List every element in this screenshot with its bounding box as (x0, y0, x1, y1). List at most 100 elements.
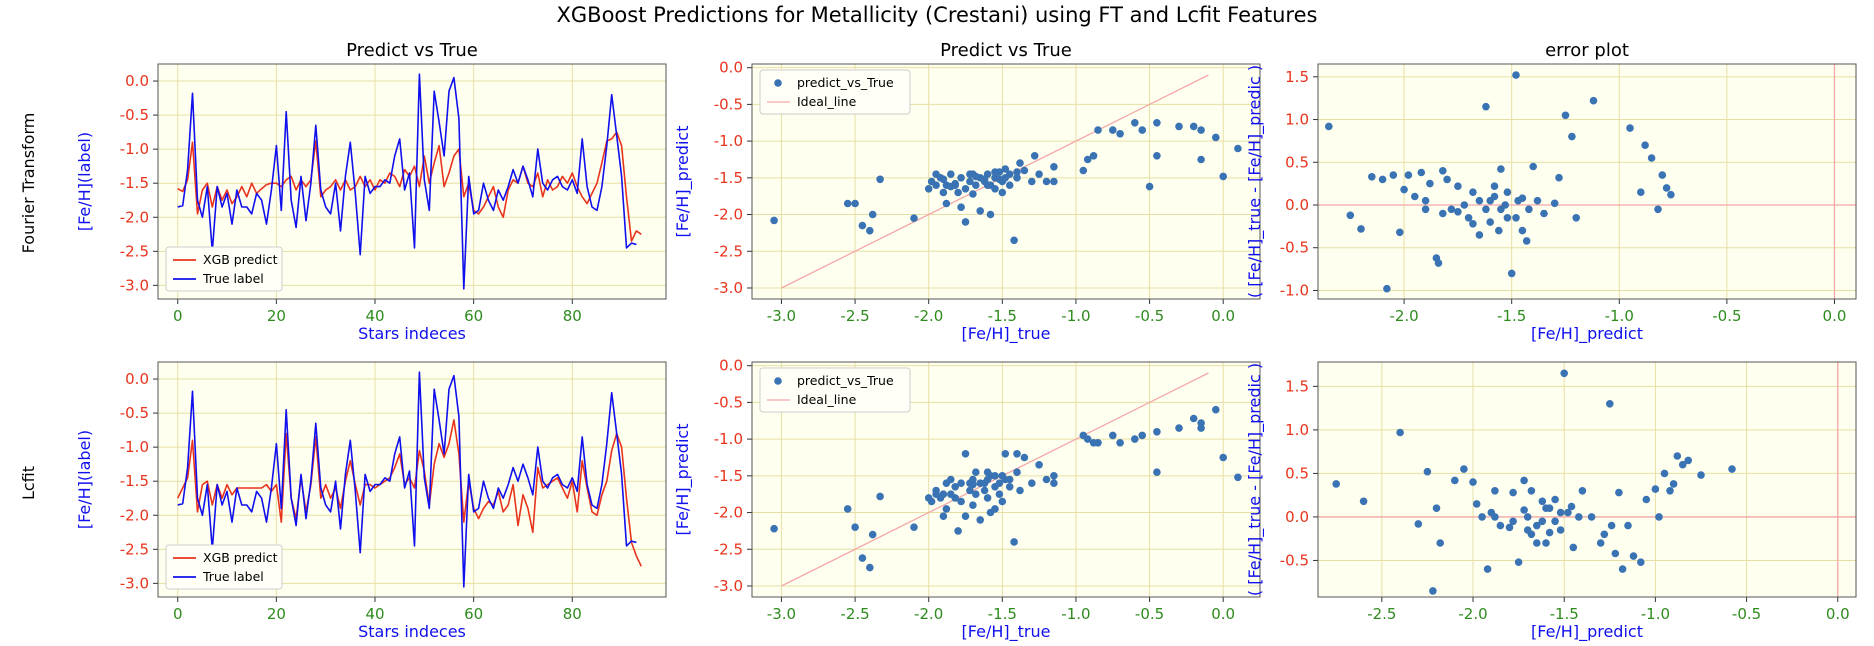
scatter-point (951, 181, 959, 189)
scatter-point (957, 203, 965, 211)
scatter-point (1219, 172, 1227, 181)
scatter-point (1042, 177, 1051, 186)
scatter-point (1587, 513, 1596, 521)
y-tick-label: -2.5 (120, 242, 149, 260)
scatter-point (1527, 487, 1536, 495)
scatter-point (1035, 170, 1043, 178)
legend-box (165, 544, 283, 590)
scatter-point (1491, 487, 1499, 495)
scatter-point (1153, 119, 1161, 127)
scatter-point (951, 483, 959, 491)
scatter-point (1569, 543, 1578, 552)
scatter-point (1542, 539, 1550, 547)
scatter-point (1478, 513, 1486, 521)
scatter-point (1575, 513, 1583, 521)
scatter-point (1439, 167, 1447, 175)
scatter-point (1475, 196, 1484, 205)
scatter-point (1568, 132, 1576, 141)
scatter-point (1414, 520, 1423, 528)
y-tick-label: 0.5 (1285, 153, 1309, 171)
scatter-point (1426, 179, 1434, 188)
x-tick-label: 20 (267, 307, 286, 325)
scatter-point (858, 554, 867, 562)
scatter-point (1533, 196, 1542, 205)
scatter-point (1618, 565, 1627, 573)
y-tick-label: -0.5 (714, 393, 743, 411)
scatter-point (1005, 170, 1014, 178)
y-tick-label: -0.5 (714, 95, 743, 113)
x-tick-label: -0.5 (1732, 605, 1761, 623)
scatter-point (972, 490, 980, 499)
x-tick-label: -3.0 (767, 307, 796, 325)
x-tick-label: -2.5 (840, 605, 869, 623)
scatter-point (1482, 205, 1490, 214)
scatter-point (1153, 152, 1161, 160)
series-line-true (177, 371, 637, 588)
scatter-point (1684, 456, 1692, 465)
legend-box (759, 69, 911, 115)
scatter-point (843, 505, 852, 513)
scatter-point (1654, 205, 1662, 214)
x-tick-label: -0.5 (1135, 605, 1164, 623)
plot-frame (1317, 63, 1857, 300)
scatter-point (1013, 168, 1021, 176)
plot-frame (157, 63, 667, 300)
legend: XGB predict True label (165, 544, 283, 590)
scatter-point (1460, 201, 1469, 209)
scatter-point (868, 530, 877, 539)
scatter-point (1520, 476, 1528, 485)
scatter-point (876, 175, 884, 184)
scatter-point (1529, 162, 1537, 171)
legend-entry: XGB predict (203, 550, 278, 565)
x-tick-label: 0.0 (1211, 307, 1235, 325)
scatter-point (1483, 565, 1492, 573)
scatter-point (939, 490, 948, 499)
scatter-point (1606, 400, 1614, 408)
scatter-point (1540, 209, 1548, 218)
scatter-point (942, 181, 951, 189)
scatter-point (910, 214, 918, 222)
scatter-point (939, 512, 948, 520)
scatter-point (1589, 96, 1598, 105)
plot-area (1318, 362, 1856, 597)
scatter-point (1572, 214, 1580, 222)
scatter-point (868, 210, 877, 219)
y-tick-label: 0.0 (125, 370, 149, 388)
scatter-point (1469, 188, 1477, 196)
y-tick-label: -1.0 (120, 438, 149, 456)
x-tick-label: 0 (173, 605, 183, 623)
scatter-point (1050, 472, 1058, 480)
x-tick-label: -3.0 (767, 605, 796, 623)
scatter-point (1396, 428, 1404, 437)
y-tick-label: -2.5 (714, 540, 743, 558)
scatter-point (1404, 171, 1413, 179)
scatter-point (1212, 133, 1220, 142)
scatter-point (1109, 126, 1117, 134)
x-tick-label: 0.0 (1823, 307, 1847, 325)
scatter-point (1641, 141, 1649, 149)
scatter-point (1647, 154, 1656, 162)
x-axis-label: Stars indeces (358, 622, 466, 641)
row-label-fourier: Fourier Transform (19, 113, 38, 254)
scatter-point (1658, 171, 1667, 179)
scatter-point (1596, 539, 1605, 547)
scatter-point (1495, 226, 1503, 235)
y-axis-label: [Fe/H](label) (75, 430, 94, 529)
scatter-point (1042, 475, 1051, 484)
scatter-point (1013, 450, 1021, 458)
scatter-point (1678, 460, 1687, 469)
legend-swatch-point (774, 79, 782, 87)
panels: 0 20 40 60 80 0.0 -0.5 -1.0 -1.5 -2.0 -2.5 -3.0 XGB … (75, 40, 1857, 642)
scatter-point (961, 450, 970, 458)
x-tick-label: 0 (173, 307, 183, 325)
y-tick-label: -1.0 (1280, 281, 1309, 299)
scatter-point (770, 216, 778, 225)
y-axis-label: ( [Fe/H]_true - [Fe/H]_predic ) (1245, 65, 1265, 298)
x-tick-label: -0.5 (1712, 307, 1741, 325)
scatter-point (1138, 126, 1146, 134)
scatter-point (1145, 182, 1154, 191)
scatter-point (927, 177, 936, 186)
scatter-point (954, 527, 962, 535)
legend-swatch-point (774, 377, 782, 385)
